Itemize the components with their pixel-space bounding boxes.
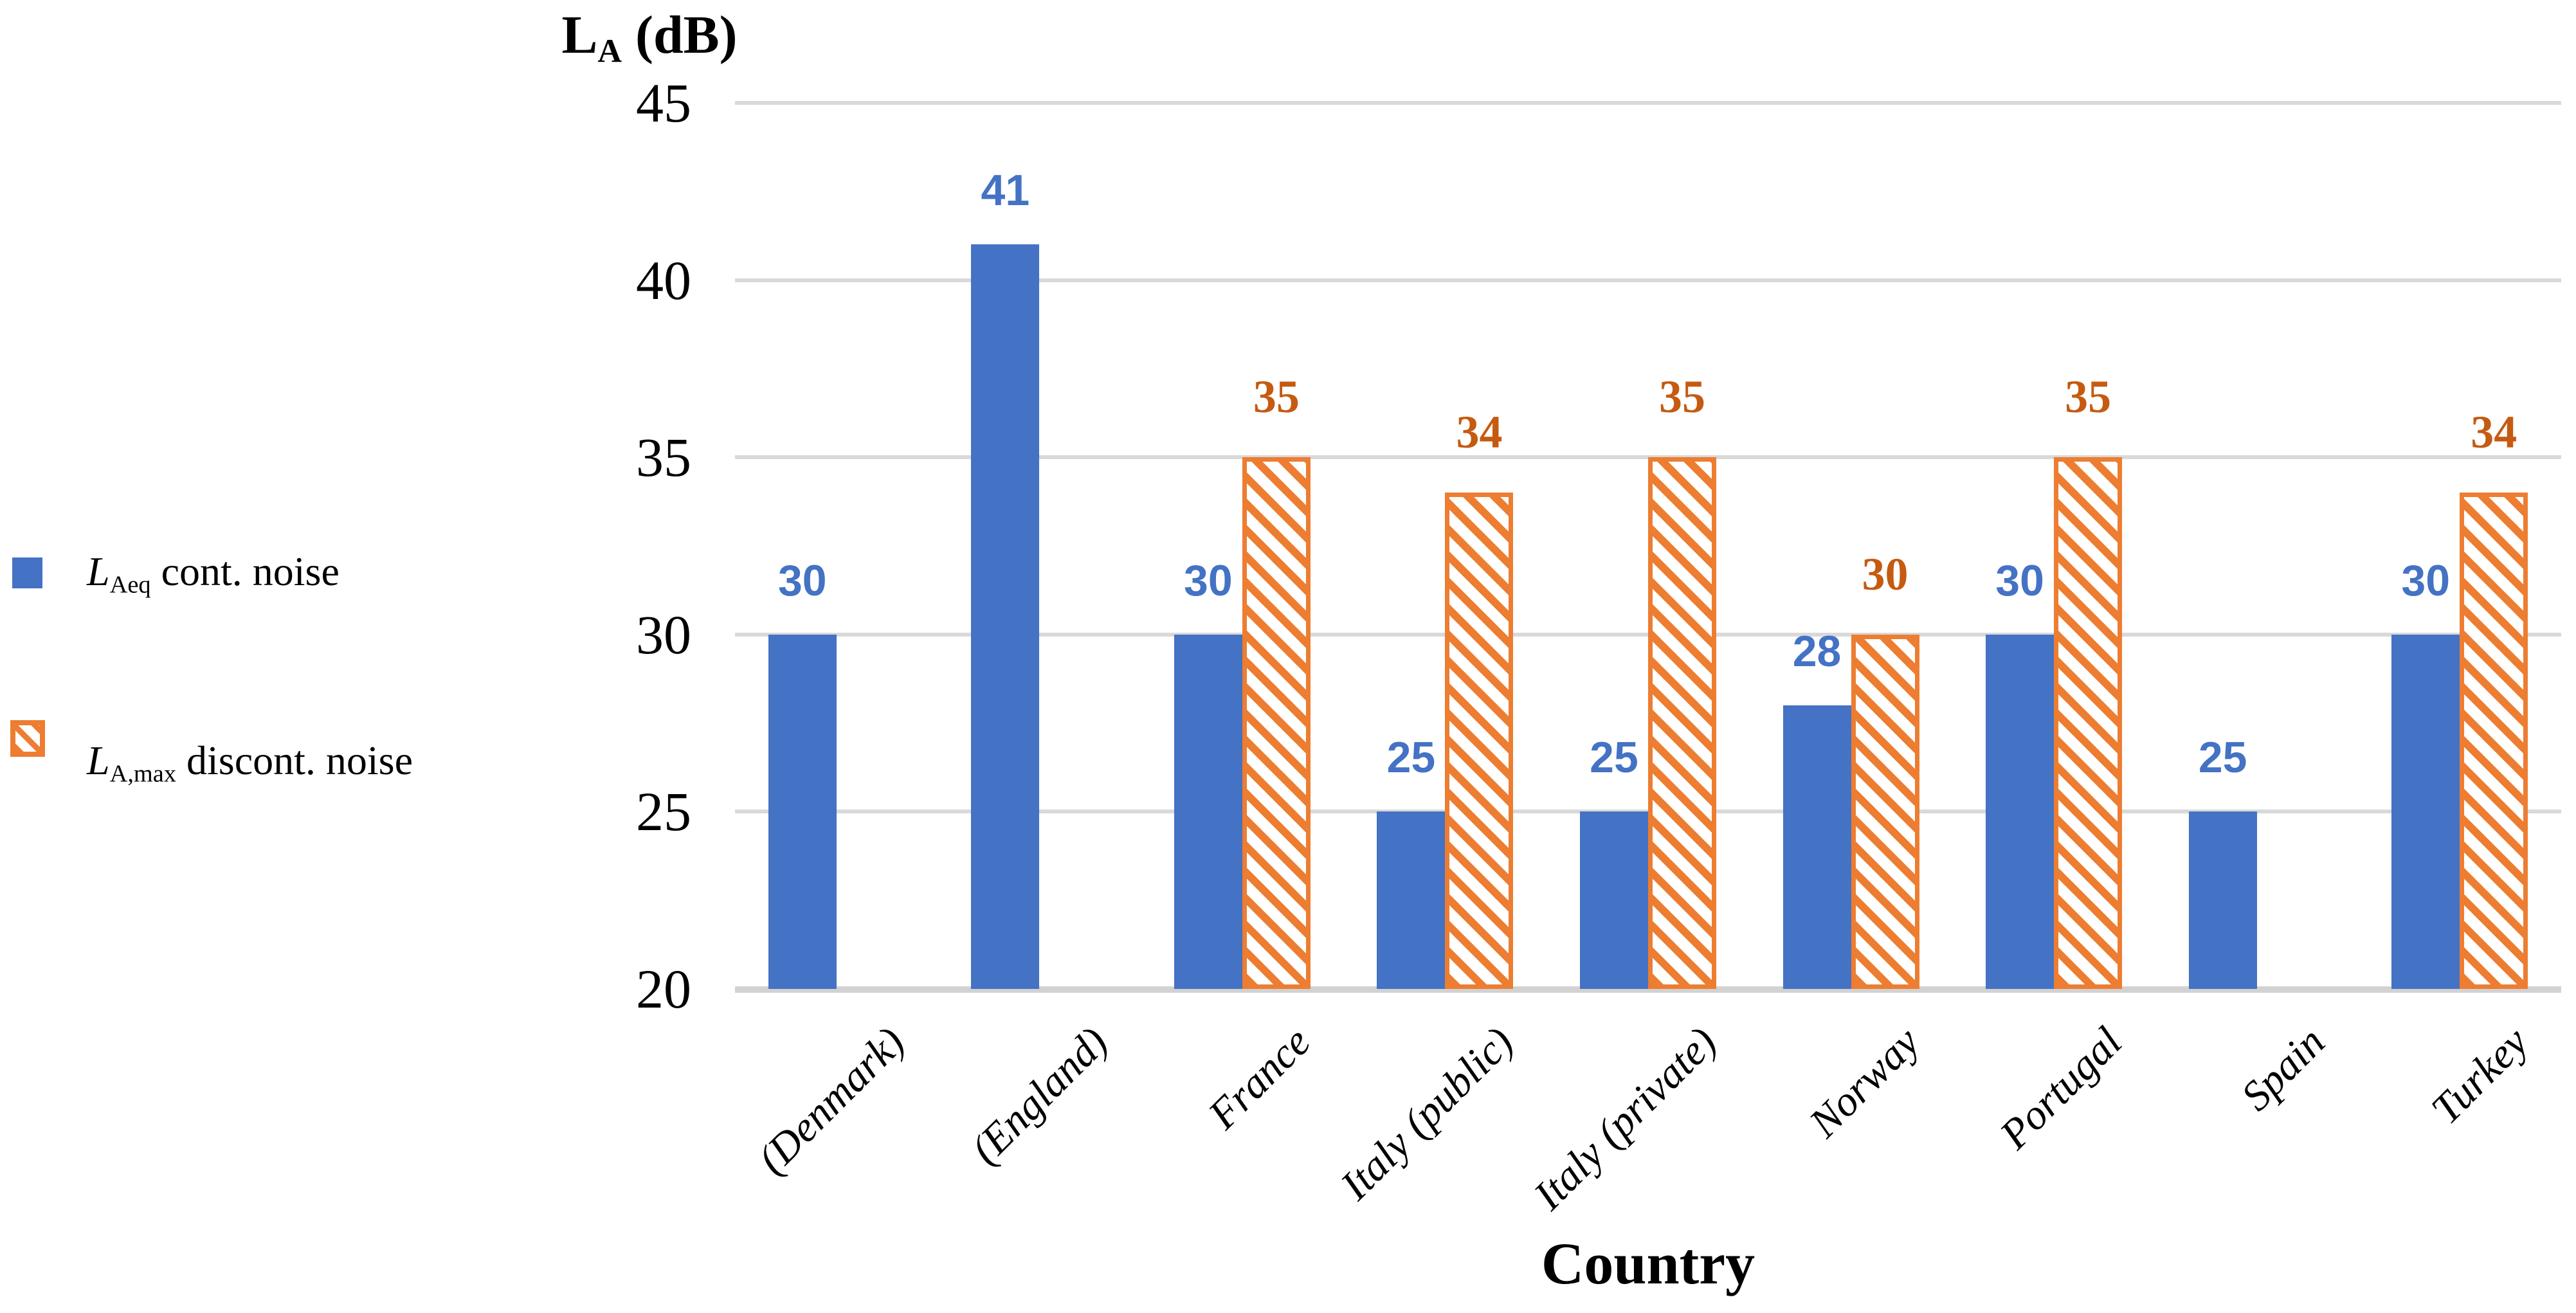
legend-1-symbol: L [87,548,110,594]
y-axis-title-main: L [561,5,598,65]
x-tick-label-7: Spain [2232,1018,2334,1120]
bar-label-discont-2: 35 [1253,371,1300,423]
bar-cont-5 [1782,705,1851,989]
bar-label-cont-3: 25 [1386,733,1436,783]
bar-label-cont-1: 41 [981,166,1030,215]
y-tick-label-30: 30 [636,603,691,666]
legend-2-text: discont. noise [176,738,413,783]
bar-discont-8 [2460,493,2528,989]
y-tick-label-35: 35 [636,426,691,489]
bar-label-discont-5: 30 [1862,548,1909,600]
bar-discont-2 [1242,457,1311,989]
legend-1-text: cont. noise [150,548,340,594]
legend-swatch-cont-noise [12,557,42,588]
gridline-40 [735,278,2561,282]
x-tick-label-0: (Denmark) [748,1018,914,1183]
bar-label-cont-6: 30 [1995,556,2044,605]
y-tick-label-40: 40 [636,249,691,311]
x-tick-label-1: (England) [961,1018,1117,1173]
y-axis-title-unit: (dB) [621,5,738,65]
bar-cont-0 [768,634,837,989]
bar-label-discont-4: 35 [1659,371,1705,423]
y-tick-label-45: 45 [636,72,691,134]
bar-label-discont-6: 35 [2065,371,2112,423]
x-axis-line [735,986,2561,993]
bar-label-cont-8: 30 [2401,556,2451,605]
legend-swatch-discont-noise [10,720,45,757]
x-axis-title: Country [1541,1231,1755,1296]
bar-cont-7 [2188,811,2257,989]
x-tick-label-2: France [1199,1018,1320,1138]
bar-label-cont-0: 30 [777,556,827,605]
bar-label-cont-4: 25 [1590,733,1638,783]
bar-label-cont-2: 30 [1184,556,1233,605]
x-tick-label-8: Turkey [2422,1018,2537,1134]
bar-cont-6 [1986,634,2054,989]
legend-label-cont-noise: LAeq cont. noise [87,548,340,599]
legend-1-subscript: Aeq [109,571,151,599]
bar-label-discont-8: 34 [2471,406,2517,458]
bar-discont-5 [1851,634,1919,989]
bar-cont-2 [1174,634,1242,989]
y-tick-label-20: 20 [636,958,691,1020]
x-tick-label-6: Portugal [1991,1018,2132,1159]
y-axis-title-subscript: A [597,33,622,70]
bar-cont-1 [971,244,1040,989]
bar-cont-8 [2391,634,2460,989]
legend-2-symbol: L [87,738,110,783]
bar-cont-3 [1377,811,1446,989]
y-axis-title: LA (dB) [508,4,791,71]
bar-discont-6 [2054,457,2123,989]
legend-2-subscript: A,max [109,760,177,788]
bar-cont-4 [1580,811,1648,989]
legend-label-discont-noise: LA,max discont. noise [87,737,413,788]
bar-discont-4 [1648,457,1716,989]
bar-label-cont-7: 25 [2198,733,2247,783]
x-tick-label-5: Norway [1800,1018,1928,1147]
bar-label-discont-3: 34 [1456,406,1503,458]
x-tick-label-4: Italy (private) [1525,1018,1726,1219]
y-tick-label-25: 25 [636,781,691,843]
x-tick-label-3: Italy (public) [1332,1018,1523,1209]
gridline-45 [735,101,2561,105]
bar-label-cont-5: 28 [1792,627,1842,676]
bar-discont-3 [1445,493,1514,989]
